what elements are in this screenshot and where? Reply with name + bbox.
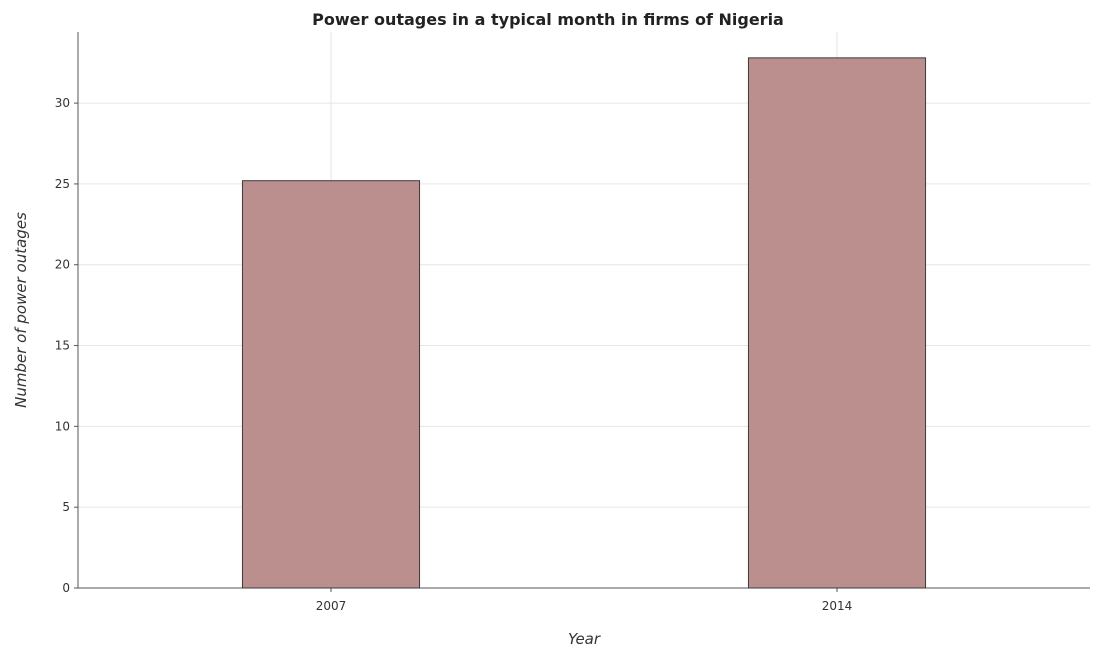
- y-tick-label: 10: [55, 419, 70, 433]
- y-axis-title: Number of power outages: [12, 212, 30, 408]
- axes: [74, 32, 1090, 592]
- y-tick-label: 15: [55, 339, 70, 353]
- chart-title: Power outages in a typical month in firm…: [312, 10, 784, 29]
- y-tick-label: 5: [62, 500, 70, 514]
- tick-labels: 0 5 10 15 20 25 30 2007 2014: [55, 96, 853, 613]
- y-tick-label: 30: [55, 96, 70, 110]
- y-tick-label: 20: [55, 258, 70, 272]
- x-tick-label: 2014: [822, 599, 853, 613]
- y-tick-label: 0: [62, 581, 70, 595]
- bars: [241, 57, 927, 589]
- grid-lines: [78, 32, 1090, 589]
- x-tick-label: 2007: [316, 599, 347, 613]
- x-axis-title: Year: [568, 630, 601, 648]
- bar-2014: [747, 57, 927, 589]
- y-tick-label: 25: [55, 177, 70, 191]
- bar-2007: [241, 180, 421, 589]
